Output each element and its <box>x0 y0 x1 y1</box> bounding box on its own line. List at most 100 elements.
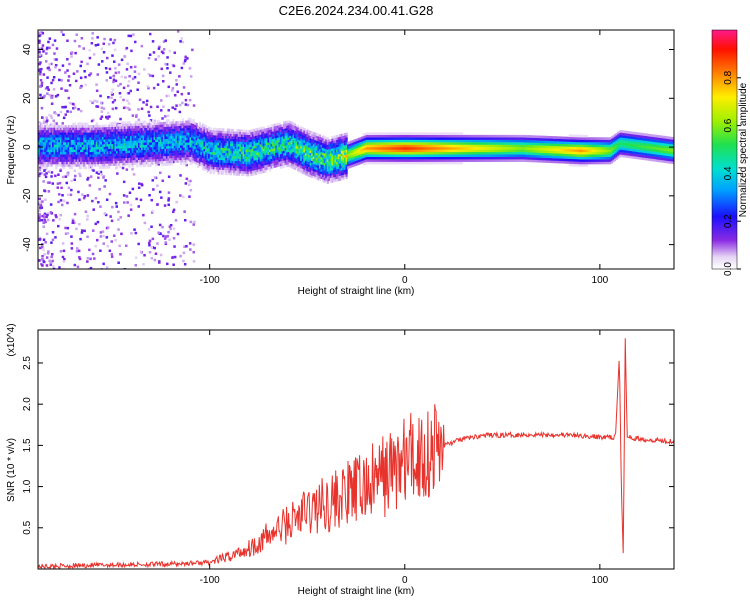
heatmap-cell <box>240 161 244 164</box>
heatmap-cell <box>105 127 108 130</box>
heatmap-cell <box>98 161 102 164</box>
heatmap-cell <box>44 149 47 153</box>
heatmap-cell <box>317 172 320 176</box>
heatmap-cell <box>211 166 214 170</box>
heatmap-cell <box>333 167 336 170</box>
heatmap-cell <box>176 130 180 134</box>
heatmap-cell <box>192 131 195 134</box>
heatmap-cell <box>118 92 122 95</box>
heatmap-cell <box>122 138 125 142</box>
heatmap-cell <box>270 136 273 140</box>
heatmap-cell <box>264 148 267 151</box>
heatmap-cell <box>52 139 55 143</box>
heatmap-cell <box>108 126 111 130</box>
heatmap-cell <box>209 137 212 140</box>
heatmap-cell <box>333 152 336 156</box>
heatmap-cell <box>318 149 322 152</box>
heatmap-cell <box>175 121 178 124</box>
heatmap-cell <box>354 139 357 142</box>
heatmap-cell <box>233 143 236 147</box>
heatmap-cell <box>297 129 300 133</box>
heatmap-cell <box>92 144 95 148</box>
heatmap-cell <box>298 135 301 139</box>
heatmap-cell <box>339 163 342 166</box>
heatmap-cell <box>189 132 192 136</box>
heatmap-cell <box>45 151 48 155</box>
heatmap-cell <box>382 156 386 160</box>
heatmap-cell <box>42 164 45 167</box>
heatmap-cell <box>148 132 151 136</box>
heatmap-cell <box>120 123 123 127</box>
heatmap-cell <box>206 147 209 151</box>
heatmap-cell <box>303 162 306 165</box>
heatmap-cell <box>109 151 112 154</box>
heatmap-cell <box>279 127 283 130</box>
heatmap-cell <box>339 143 342 147</box>
heatmap-cell <box>278 154 281 157</box>
heatmap-cell <box>141 159 144 163</box>
heatmap-cell <box>151 156 155 160</box>
heatmap-cell <box>253 172 256 176</box>
heatmap-cell <box>315 155 318 158</box>
heatmap-cell <box>106 141 109 145</box>
heatmap-cell <box>251 158 254 162</box>
heatmap-cell <box>376 161 379 165</box>
heatmap-cell <box>39 149 42 153</box>
heatmap-cell <box>283 155 286 159</box>
heatmap-cell <box>340 143 343 147</box>
heatmap-cell <box>389 144 392 148</box>
heatmap-cell <box>100 110 104 113</box>
heatmap-cell <box>303 147 306 151</box>
heatmap-cell <box>323 160 326 164</box>
heatmap-cell <box>345 142 348 145</box>
heatmap-cell <box>45 256 49 259</box>
heatmap-cell <box>162 146 166 149</box>
heatmap-cell <box>102 149 105 152</box>
heatmap-cell <box>320 156 323 160</box>
heatmap-cell <box>353 154 356 157</box>
heatmap-cell <box>109 146 112 149</box>
heatmap-cell <box>161 74 165 78</box>
heatmap-cell <box>411 134 414 138</box>
heatmap-cell <box>342 138 345 141</box>
heatmap-cell <box>228 131 231 134</box>
heatmap-cell <box>145 122 148 126</box>
heatmap-cell <box>151 237 155 241</box>
heatmap-cell <box>176 121 180 124</box>
heatmap-cell <box>111 139 114 142</box>
heatmap-cell <box>392 147 395 150</box>
heatmap-cell <box>43 212 47 216</box>
heatmap-cell <box>318 173 322 176</box>
heatmap-cell <box>92 134 95 138</box>
heatmap-cell <box>234 134 237 137</box>
heatmap-cell <box>340 138 343 142</box>
heatmap-cell <box>205 166 208 170</box>
heatmap-cell <box>219 152 222 156</box>
heatmap-cell <box>164 143 167 147</box>
heatmap-cell <box>127 214 130 217</box>
heatmap-cell <box>248 171 251 174</box>
heatmap-cell <box>153 258 157 262</box>
heatmap-cell <box>334 147 337 151</box>
heatmap-cell <box>75 250 79 253</box>
heatmap-cell <box>73 221 76 225</box>
heatmap-cell <box>226 148 229 151</box>
heatmap-cell <box>136 164 139 168</box>
heatmap-cell <box>245 151 248 155</box>
heatmap-cell <box>171 106 174 109</box>
heatmap-cell <box>158 139 161 142</box>
heatmap-cell <box>359 139 362 143</box>
heatmap-cell <box>111 101 115 104</box>
heatmap-cell <box>337 176 340 179</box>
heatmap-cell <box>198 146 201 150</box>
heatmap-cell <box>372 156 375 160</box>
heatmap-cell <box>159 134 162 137</box>
heatmap-cell <box>387 137 390 140</box>
heatmap-cell <box>400 154 403 157</box>
heatmap-cell <box>142 135 145 138</box>
heatmap-cell <box>248 130 251 133</box>
heatmap-cell <box>191 120 194 124</box>
heatmap-cell <box>156 149 159 152</box>
heatmap-cell <box>378 134 381 138</box>
heatmap-cell <box>183 154 186 158</box>
